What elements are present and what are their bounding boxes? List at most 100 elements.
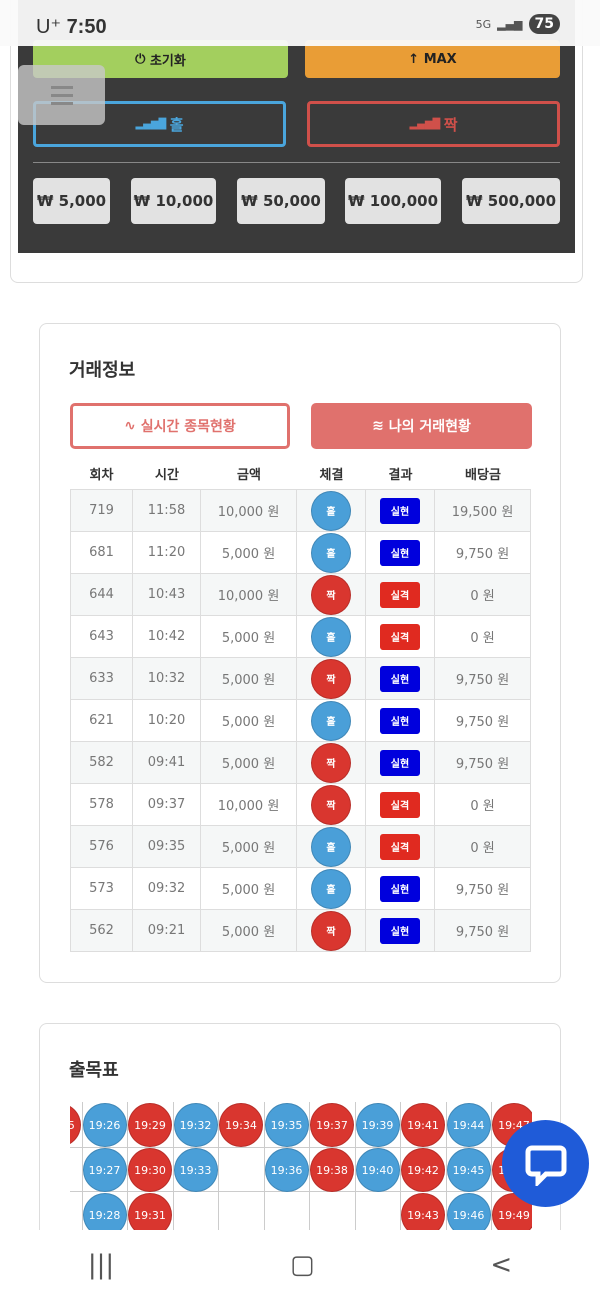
history-ball: 19:31 (128, 1193, 172, 1232)
cell-time: 10:32 (133, 658, 201, 699)
history-ball: 19:35 (264, 1103, 309, 1147)
cell-time: 09:21 (133, 910, 201, 951)
back-icon[interactable]: < (490, 1250, 513, 1280)
cell-round: 681 (70, 532, 133, 573)
chat-icon (525, 1145, 566, 1186)
cell-payout: 9,750 원 (435, 910, 531, 951)
history-ball: 19:36 (264, 1148, 309, 1192)
tab-my-trades[interactable]: ≋ 나의 거래현황 (311, 403, 532, 449)
cell-round: 578 (70, 784, 133, 825)
table-header: 회차 시간 금액 체결 결과 배당금 (70, 464, 531, 483)
pick-ball: 짝 (311, 742, 351, 783)
recent-apps-icon[interactable]: ||| (87, 1250, 115, 1280)
cell-round: 643 (70, 616, 133, 657)
cell-payout: 9,750 원 (435, 532, 531, 573)
signal-icon: ▂▄▆ (497, 17, 523, 31)
history-title: 출목표 (69, 1060, 119, 1081)
history-column (127, 1102, 173, 1232)
cell-payout: 19,500 원 (435, 490, 531, 531)
cell-result: 실현 (366, 868, 435, 909)
table-row: 562 09:21 5,000 원 짝 실현 9,750 원 (70, 910, 531, 952)
cell-time: 11:58 (133, 490, 201, 531)
result-badge: 실현 (380, 707, 420, 734)
cell-time: 09:37 (133, 784, 201, 825)
result-badge: 실격 (380, 791, 420, 818)
cell-round: 644 (70, 574, 133, 615)
cell-payout: 0 원 (435, 616, 531, 657)
cell-time: 10:42 (133, 616, 201, 657)
bet-card (10, 0, 583, 283)
cell-payout: 9,750 원 (435, 700, 531, 741)
table-row: 578 09:37 10,000 원 짝 실격 0 원 (70, 784, 531, 826)
cell-amount: 5,000 원 (201, 742, 297, 783)
result-badge: 실현 (380, 539, 420, 566)
pick-ball: 짝 (311, 658, 351, 699)
trade-table[interactable]: 719 11:58 10,000 원 홀 실현 19,500 원 681 11:2… (70, 489, 531, 954)
history-column (218, 1102, 264, 1232)
history-ball: 19:33 (173, 1148, 218, 1192)
amount-button-100000[interactable]: ₩ 100,000 (345, 178, 441, 224)
pick-ball: 홀 (311, 490, 351, 531)
cell-time: 10:20 (133, 700, 201, 741)
history-ball: 19:39 (355, 1103, 400, 1147)
history-grid: 19:2519:2619:2719:2819:2919:3019:3119:32… (70, 1102, 532, 1232)
cell-amount: 5,000 원 (201, 658, 297, 699)
cell-result: 실현 (366, 532, 435, 573)
history-ball: 19:46 (446, 1193, 491, 1232)
history-ball: 19:34 (219, 1103, 263, 1147)
cell-amount: 5,000 원 (201, 616, 297, 657)
cell-time: 09:41 (133, 742, 201, 783)
max-button[interactable]: ↑ MAX (305, 40, 560, 78)
pick-ball: 홀 (311, 700, 351, 741)
system-nav-bar: ||| ▢ < (0, 1230, 600, 1300)
history-ball: 19:29 (128, 1103, 172, 1147)
history-column (354, 1102, 401, 1232)
amount-button-10000[interactable]: ₩ 10,000 (131, 178, 216, 224)
grid-line (70, 1191, 532, 1192)
amount-button-50000[interactable]: ₩ 50,000 (237, 178, 325, 224)
history-ball: 19:43 (401, 1193, 445, 1232)
cell-round: 576 (70, 826, 133, 867)
table-row: 573 09:32 5,000 원 홀 실현 9,750 원 (70, 868, 531, 910)
history-column (81, 1102, 128, 1232)
pick-ball: 홀 (311, 868, 351, 909)
cell-pick: 짝 (297, 910, 366, 951)
cell-payout: 0 원 (435, 826, 531, 867)
table-row: 719 11:58 10,000 원 홀 실현 19,500 원 (70, 490, 531, 532)
arrow-up-icon: ↑ (408, 51, 424, 67)
amount-button-5000[interactable]: ₩ 5,000 (33, 178, 110, 224)
cell-round: 573 (70, 868, 133, 909)
cell-result: 실격 (366, 574, 435, 615)
tab-live-status[interactable]: ∿ 실시간 종목현황 (70, 403, 290, 449)
cell-payout: 9,750 원 (435, 658, 531, 699)
history-ball: 19:49 (492, 1193, 532, 1232)
result-badge: 실격 (380, 581, 420, 608)
history-ball: 19:41 (401, 1103, 445, 1147)
history-ball: 19:42 (401, 1148, 445, 1192)
history-ball: 19:38 (310, 1148, 354, 1192)
grid-line (70, 1147, 532, 1148)
history-column (491, 1102, 532, 1232)
cell-amount: 5,000 원 (201, 910, 297, 951)
result-badge: 실현 (380, 749, 420, 776)
cell-amount: 10,000 원 (201, 784, 297, 825)
cell-round: 582 (70, 742, 133, 783)
cell-payout: 0 원 (435, 574, 531, 615)
cell-result: 실현 (366, 658, 435, 699)
table-row: 644 10:43 10,000 원 짝 실격 0 원 (70, 574, 531, 616)
trade-info-title: 거래정보 (69, 360, 136, 381)
cell-pick: 짝 (297, 658, 366, 699)
amount-button-500000[interactable]: ₩ 500,000 (462, 178, 560, 224)
even-button[interactable]: ▂▄▆█ 짝 (307, 101, 560, 147)
cell-amount: 5,000 원 (201, 700, 297, 741)
table-row: 681 11:20 5,000 원 홀 실현 9,750 원 (70, 532, 531, 574)
table-row: 633 10:32 5,000 원 짝 실현 9,750 원 (70, 658, 531, 700)
history-ball: 19:45 (446, 1148, 491, 1192)
cell-pick: 짝 (297, 574, 366, 615)
chat-button[interactable] (502, 1120, 589, 1207)
pick-ball: 홀 (311, 616, 351, 657)
menu-button[interactable] (18, 65, 105, 125)
history-column (445, 1102, 492, 1232)
history-ball: 19:44 (446, 1103, 491, 1147)
home-icon[interactable]: ▢ (289, 1250, 315, 1280)
